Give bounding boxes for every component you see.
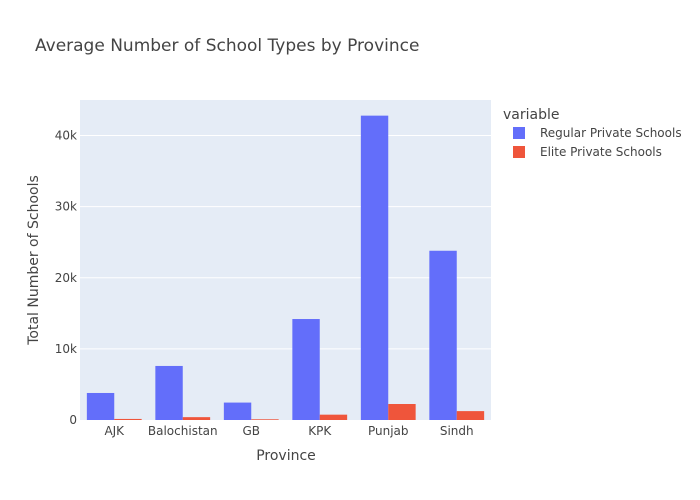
y-axis-ticks: 0 10k 20k 30k 40k: [55, 129, 77, 427]
x-tick-label: Sindh: [440, 424, 474, 438]
bar-ajk-elite: [114, 418, 142, 420]
bar-punjab-elite: [388, 404, 416, 420]
bar-gb-elite: [251, 419, 279, 420]
legend-label: Elite Private Schools: [540, 145, 662, 159]
y-tick-label: 20k: [55, 271, 77, 285]
chart-title: Average Number of School Types by Provin…: [35, 36, 419, 56]
legend-title: variable: [503, 107, 559, 123]
x-tick-label: Balochistan: [148, 424, 218, 438]
plot-area: [80, 100, 491, 420]
bars-group: [86, 115, 485, 421]
bar-sindh-regular: [429, 250, 457, 420]
bar-kpk-regular: [292, 319, 320, 420]
x-tick-label: Punjab: [368, 424, 409, 438]
legend-swatch: [513, 146, 525, 158]
legend: variable Regular Private Schools Elite Pr…: [503, 107, 682, 159]
bar-balochistan-elite: [182, 417, 211, 420]
bar-balochistan-regular: [155, 365, 183, 420]
x-axis-title: Province: [256, 448, 316, 464]
y-tick-label: 0: [69, 413, 77, 427]
bar-punjab-regular: [360, 115, 389, 421]
x-axis-ticks: AJK Balochistan GB KPK Punjab Sindh: [104, 424, 473, 438]
x-tick-label: GB: [242, 424, 260, 438]
bar-ajk-regular: [86, 392, 115, 420]
y-tick-label: 30k: [55, 200, 77, 214]
bar-sindh-elite: [456, 411, 485, 420]
y-axis-title: Total Number of Schools: [26, 175, 42, 346]
gridlines: [80, 135, 491, 350]
x-tick-label: AJK: [104, 424, 125, 438]
bar-kpk-elite: [319, 414, 348, 420]
legend-label: Regular Private Schools: [540, 126, 682, 140]
y-tick-label: 40k: [55, 129, 77, 143]
legend-swatch: [513, 127, 525, 139]
bar-gb-regular: [223, 402, 252, 420]
x-tick-label: KPK: [308, 424, 332, 438]
y-tick-label: 10k: [55, 342, 77, 356]
